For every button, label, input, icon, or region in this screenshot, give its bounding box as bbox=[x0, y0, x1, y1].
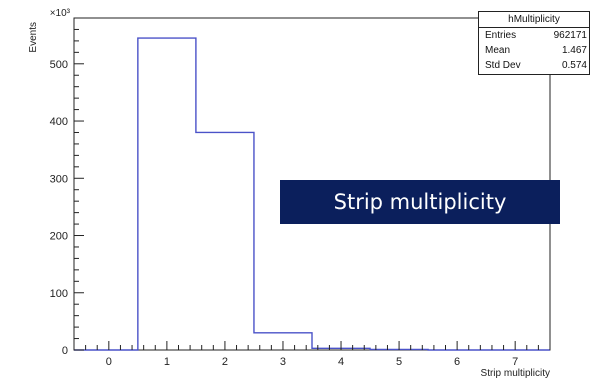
stats-row-entries: Entries 962171 bbox=[479, 28, 589, 43]
stats-label-mean: Mean bbox=[485, 45, 511, 56]
y-tick-label: 100 bbox=[50, 288, 68, 300]
y-tick-label: 200 bbox=[50, 231, 68, 243]
stats-box: hMultiplicity Entries 962171 Mean 1.467 … bbox=[478, 11, 590, 75]
x-tick-label: 4 bbox=[338, 356, 344, 368]
stats-value-entries: 962171 bbox=[553, 30, 587, 41]
histogram-bin-2 bbox=[196, 132, 254, 350]
stats-title: hMultiplicity bbox=[479, 12, 589, 28]
y-tick-label: 0 bbox=[62, 345, 68, 357]
stats-row-mean: Mean 1.467 bbox=[479, 43, 589, 58]
y-tick-label: 300 bbox=[50, 173, 68, 185]
stats-label-stddev: Std Dev bbox=[485, 60, 521, 71]
y-tick-label: 400 bbox=[50, 116, 68, 128]
y-scale-label: ×10³ bbox=[50, 8, 71, 19]
x-tick-label: 7 bbox=[512, 356, 518, 368]
stats-row-stddev: Std Dev 0.574 bbox=[479, 58, 589, 73]
y-tick-label: 500 bbox=[50, 59, 68, 71]
stats-value-mean: 1.467 bbox=[561, 45, 587, 56]
x-tick-label: 0 bbox=[106, 356, 112, 368]
x-tick-label: 1 bbox=[164, 356, 170, 368]
y-axis-title: Events bbox=[28, 22, 39, 53]
stats-value-stddev: 0.574 bbox=[561, 60, 587, 71]
histogram-bin-1 bbox=[138, 38, 196, 350]
x-axis-title: Strip multiplicity bbox=[481, 368, 550, 379]
x-tick-label: 5 bbox=[396, 356, 402, 368]
histogram-outline bbox=[74, 37, 550, 351]
stats-label-entries: Entries bbox=[485, 30, 517, 41]
x-tick-label: 3 bbox=[280, 356, 286, 368]
x-tick-label: 6 bbox=[454, 356, 460, 368]
x-tick-label: 2 bbox=[222, 356, 228, 368]
overlay-label: Strip multiplicity bbox=[280, 180, 560, 224]
